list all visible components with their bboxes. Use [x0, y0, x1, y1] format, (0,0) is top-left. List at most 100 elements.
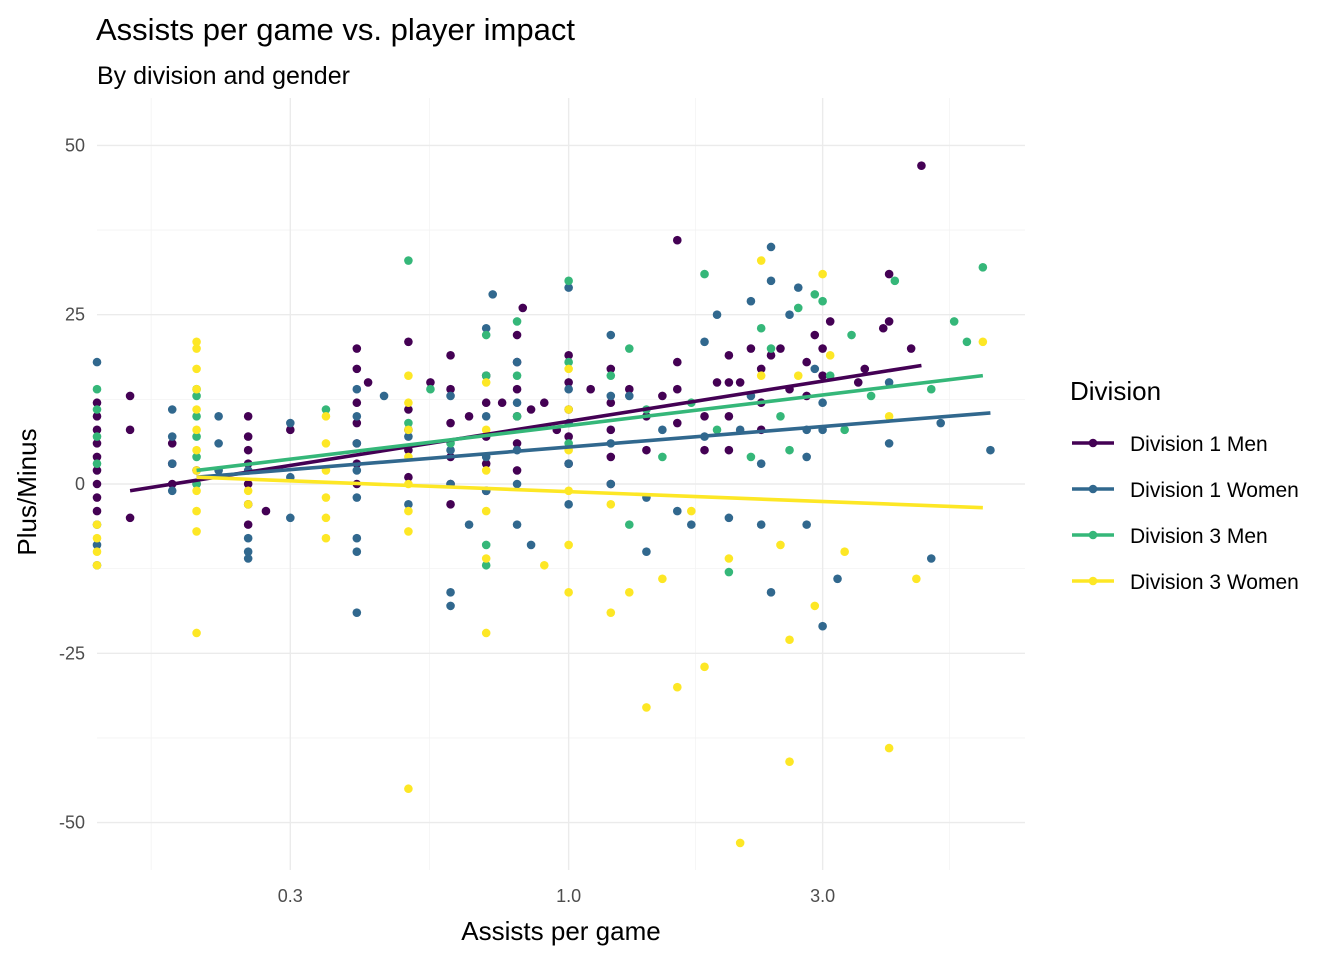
x-tick-label: 0.3 — [278, 886, 303, 906]
data-point — [404, 784, 413, 794]
data-point — [125, 513, 135, 523]
data-point — [92, 411, 102, 421]
data-point — [518, 303, 528, 313]
chart-title: Assists per game vs. player impact — [96, 12, 575, 47]
data-point — [321, 513, 331, 523]
data-point — [167, 432, 177, 441]
data-point — [481, 425, 491, 435]
data-point — [766, 351, 776, 360]
trend-line — [129, 363, 922, 493]
data-point — [818, 296, 827, 306]
data-point — [167, 459, 177, 468]
data-point — [672, 384, 682, 394]
data-point — [793, 371, 803, 380]
data-point — [352, 418, 362, 428]
data-point — [860, 364, 870, 374]
data-point — [884, 269, 894, 279]
data-point — [756, 364, 766, 374]
data-point — [192, 425, 201, 435]
data-point — [512, 330, 522, 340]
data-point — [564, 276, 573, 286]
data-point — [818, 269, 827, 279]
data-point — [564, 405, 573, 414]
data-point — [735, 838, 745, 848]
data-point — [564, 432, 573, 441]
data-point — [214, 411, 223, 421]
legend-item: Division 3 Men — [1072, 525, 1268, 548]
data-point — [642, 547, 651, 557]
data-point — [404, 472, 413, 482]
data-point — [167, 405, 177, 414]
data-point — [481, 459, 491, 468]
data-point — [512, 411, 522, 421]
data-point — [724, 445, 734, 455]
data-point — [724, 554, 734, 563]
data-point — [243, 486, 253, 496]
data-point — [404, 527, 413, 536]
data-point — [92, 520, 102, 529]
data-point — [512, 384, 522, 394]
data-point — [286, 425, 295, 435]
data-point — [642, 703, 651, 712]
data-point — [776, 344, 785, 353]
data-point — [606, 391, 616, 401]
data-point — [866, 391, 876, 401]
data-point — [404, 432, 413, 441]
data-point — [526, 405, 536, 414]
data-point — [756, 256, 766, 265]
data-point — [672, 235, 682, 245]
y-tick-label: -25 — [59, 643, 85, 663]
trend-lines — [129, 363, 991, 510]
data-point — [586, 384, 595, 394]
data-point — [243, 554, 253, 563]
data-point — [825, 351, 835, 360]
data-point — [404, 425, 413, 435]
data-point — [672, 357, 682, 367]
data-point — [949, 317, 959, 326]
data-point — [321, 439, 331, 448]
data-point — [243, 533, 253, 543]
data-point — [167, 486, 177, 496]
data-point — [497, 398, 507, 408]
data-point — [840, 547, 849, 557]
data-point — [261, 506, 271, 516]
data-point — [672, 682, 682, 692]
data-point — [243, 479, 253, 489]
y-tick-label: 50 — [65, 135, 85, 155]
data-point — [564, 459, 573, 468]
data-point — [192, 405, 201, 414]
data-point — [481, 378, 491, 387]
data-point — [512, 439, 522, 448]
data-point — [624, 384, 634, 394]
data-point — [624, 520, 634, 529]
data-point — [700, 662, 709, 672]
data-point — [818, 371, 827, 380]
data-point — [481, 330, 491, 340]
grid — [97, 98, 1025, 870]
data-point — [92, 432, 102, 441]
data-point — [481, 398, 491, 408]
data-point — [92, 540, 102, 550]
data-point — [884, 439, 894, 448]
data-point — [776, 540, 785, 550]
data-point — [192, 364, 201, 374]
legend-label: Division 1 Men — [1130, 433, 1268, 456]
data-point — [564, 384, 573, 394]
data-point — [724, 351, 734, 360]
trend-line — [196, 475, 983, 510]
data-point — [878, 323, 888, 333]
data-point — [606, 500, 616, 509]
data-point — [606, 608, 616, 617]
data-point — [446, 418, 455, 428]
data-point — [92, 560, 102, 570]
data-point — [926, 384, 936, 394]
data-point — [672, 418, 682, 428]
data-point — [687, 520, 696, 529]
data-point — [802, 452, 811, 462]
data-point — [917, 161, 926, 171]
data-point — [404, 500, 413, 509]
data-point — [624, 344, 634, 353]
data-point — [464, 520, 474, 529]
data-point — [481, 323, 491, 333]
data-point — [404, 398, 413, 408]
